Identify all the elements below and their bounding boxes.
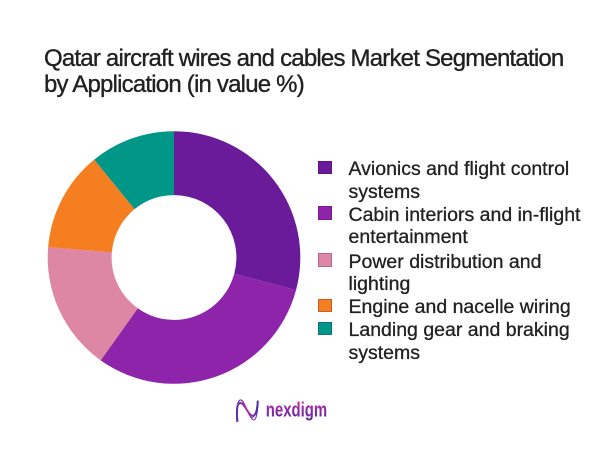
svg-text:nexdigm: nexdigm: [266, 400, 327, 422]
